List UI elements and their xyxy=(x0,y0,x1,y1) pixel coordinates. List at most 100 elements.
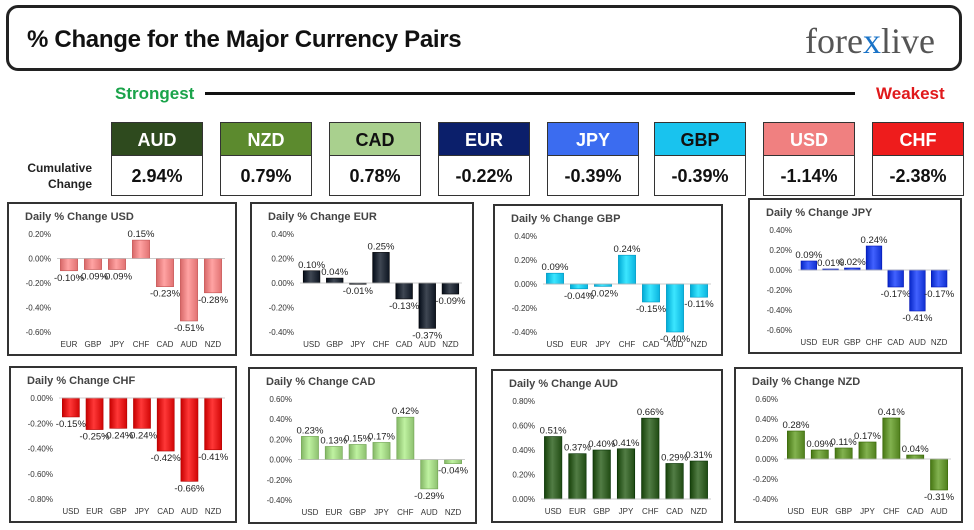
chart-panel-jpy: Daily % Change JPY -0.60% -0.40% -0.20% 0.00… xyxy=(748,198,962,354)
x-tick-label: GBP xyxy=(835,507,852,516)
bar-usd xyxy=(546,272,564,285)
ranking-currency-name: USD xyxy=(763,122,855,156)
data-label: -0.24% xyxy=(103,430,134,441)
y-tick-label: 0.60% xyxy=(755,395,778,404)
bar-chf xyxy=(882,417,901,460)
chart-eur: Daily % Change EUR -0.40% -0.20% 0.00% 0.20%… xyxy=(268,211,466,349)
x-tick-label: JPY xyxy=(135,507,150,516)
x-tick-label: AUD xyxy=(421,508,438,517)
x-tick-label: NZD xyxy=(691,340,708,349)
y-tick-label: -0.40% xyxy=(28,445,53,454)
bar-chf xyxy=(865,245,883,271)
data-label: -0.01% xyxy=(343,286,374,297)
bar-eur xyxy=(324,446,343,460)
data-label: -0.31% xyxy=(924,492,955,503)
chart-title: Daily % Change CAD xyxy=(266,376,375,388)
data-label: -0.24% xyxy=(127,430,158,441)
bar-gbp xyxy=(834,447,853,460)
data-label: -0.15% xyxy=(56,419,87,430)
ranking-currency-name: NZD xyxy=(220,122,312,156)
y-tick-label: 0.40% xyxy=(271,230,294,239)
y-tick-label: -0.20% xyxy=(26,279,51,288)
data-label: -0.42% xyxy=(151,453,182,464)
ranking-cumulative-value: 0.78% xyxy=(329,156,421,196)
y-tick-label: 0.60% xyxy=(269,395,292,404)
data-label: 0.15% xyxy=(344,433,371,444)
bar-aud xyxy=(666,283,684,333)
bar-nzd xyxy=(441,282,460,295)
chart-panel-gbp: Daily % Change GBP -0.40% -0.20% 0.00% 0.20%… xyxy=(493,204,723,356)
data-label: -0.11% xyxy=(684,299,714,310)
chart-title: Daily % Change AUD xyxy=(509,378,618,390)
data-label: 0.31% xyxy=(685,450,712,461)
x-tick-label: EUR xyxy=(61,340,78,349)
x-tick-label: NZD xyxy=(205,340,222,349)
data-label: 0.09% xyxy=(806,439,833,450)
bar-aud xyxy=(418,282,436,329)
x-tick-label: NZD xyxy=(445,508,462,517)
strength-scale-line xyxy=(205,92,855,95)
x-tick-label: CAD xyxy=(157,340,174,349)
bar-jpy xyxy=(133,397,151,429)
data-label: 0.04% xyxy=(902,444,929,455)
x-tick-label: EUR xyxy=(569,507,586,516)
data-label: -0.28% xyxy=(198,295,229,306)
chart-title: Daily % Change NZD xyxy=(752,376,860,388)
data-label: 0.01% xyxy=(817,258,844,269)
ranking-cumulative-value: -2.38% xyxy=(872,156,964,196)
bar-usd xyxy=(62,397,80,418)
bar-chf xyxy=(618,254,636,285)
chart-title: Daily % Change CHF xyxy=(27,375,135,387)
y-tick-label: -0.40% xyxy=(512,328,537,337)
ranking-box-gbp: GBP -0.39% xyxy=(654,122,746,196)
ranking-box-eur: EUR -0.22% xyxy=(438,122,530,196)
data-label: 0.25% xyxy=(368,241,395,252)
y-tick-label: 0.20% xyxy=(755,435,778,444)
ranking-box-cad: CAD 0.78% xyxy=(329,122,421,196)
bar-nzd xyxy=(444,459,462,464)
ranking-currency-name: EUR xyxy=(438,122,530,156)
y-tick-label: -0.60% xyxy=(767,326,792,335)
y-tick-label: 0.00% xyxy=(769,266,792,275)
data-label: 0.17% xyxy=(854,431,881,442)
chart-chf: Daily % Change CHF -0.80% -0.60% -0.40% -0.2… xyxy=(27,375,229,516)
data-label: -0.15% xyxy=(636,304,667,315)
y-tick-label: 0.60% xyxy=(512,422,535,431)
bar-jpy xyxy=(858,441,877,460)
header-banner: % Change for the Major Currency Pairs fo… xyxy=(6,5,962,71)
bar-cad xyxy=(156,397,175,452)
y-tick-label: -0.40% xyxy=(753,495,778,504)
data-label: -0.10% xyxy=(54,273,85,284)
cumulative-change-label: Cumulative Change xyxy=(27,161,92,191)
x-tick-label: NZD xyxy=(931,338,948,347)
ranking-box-usd: USD -1.14% xyxy=(763,122,855,196)
bar-aud xyxy=(180,397,199,482)
x-tick-label: CHF xyxy=(883,507,900,516)
data-label: 0.29% xyxy=(661,452,688,463)
y-tick-label: 0.40% xyxy=(512,446,535,455)
x-tick-label: JPY xyxy=(110,340,125,349)
weakest-label: Weakest xyxy=(876,84,945,103)
chart-nzd: Daily % Change NZD -0.40% -0.20% 0.00% 0.20%… xyxy=(752,376,955,516)
x-tick-label: USD xyxy=(547,340,564,349)
y-tick-label: 0.00% xyxy=(28,255,51,264)
bar-usd xyxy=(800,260,817,271)
bar-aud xyxy=(930,458,948,491)
x-tick-label: GBP xyxy=(349,508,366,517)
y-tick-label: -0.80% xyxy=(28,495,53,504)
chart-cad: Daily % Change CAD -0.40% -0.20% 0.00% 0.20%… xyxy=(266,376,469,517)
bar-jpy xyxy=(372,442,391,460)
y-tick-label: 0.00% xyxy=(271,279,294,288)
data-label: 0.40% xyxy=(588,439,615,450)
bar-nzd xyxy=(204,258,222,294)
y-tick-label: 0.20% xyxy=(28,230,51,239)
y-tick-label: 0.20% xyxy=(769,246,792,255)
ranking-box-jpy: JPY -0.39% xyxy=(547,122,639,196)
chart-title: Daily % Change USD xyxy=(25,211,134,223)
bar-aud xyxy=(180,258,198,322)
bar-eur xyxy=(810,449,829,460)
bar-nzd xyxy=(931,269,948,288)
data-label: 0.13% xyxy=(320,435,347,446)
y-tick-label: 0.00% xyxy=(512,495,535,504)
ranking-cumulative-value: -0.39% xyxy=(654,156,746,196)
